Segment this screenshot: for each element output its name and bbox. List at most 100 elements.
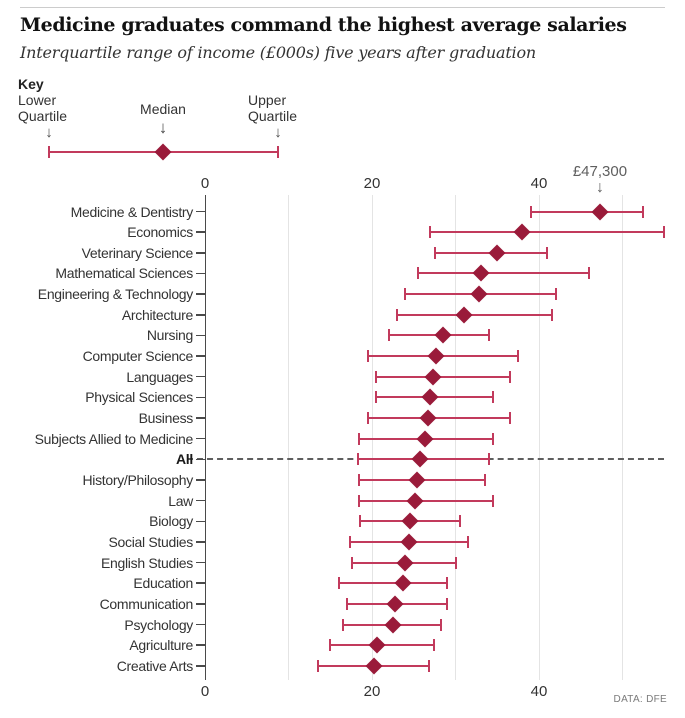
lower-quartile-cap bbox=[529, 205, 532, 218]
upper-quartile-cap bbox=[446, 597, 449, 610]
row-label: Architecture bbox=[121, 306, 193, 323]
upper-quartile-cap bbox=[487, 329, 490, 342]
row-axis-tick bbox=[196, 355, 205, 357]
row-axis-tick bbox=[196, 541, 205, 543]
key-lower-cap bbox=[48, 146, 50, 158]
row-axis-tick bbox=[196, 417, 205, 419]
row-axis-tick bbox=[196, 479, 205, 481]
key-heading: Key bbox=[18, 76, 44, 92]
upper-quartile-cap bbox=[483, 473, 486, 486]
upper-quartile-cap bbox=[517, 350, 520, 363]
upper-quartile-cap bbox=[642, 205, 645, 218]
upper-quartile-cap bbox=[588, 267, 591, 280]
row-axis-tick bbox=[196, 314, 205, 316]
x-gridline bbox=[371, 195, 373, 680]
lower-quartile-cap bbox=[404, 288, 407, 301]
down-arrow-icon: ↓ bbox=[158, 118, 168, 137]
row-label: Biology bbox=[149, 513, 193, 530]
lower-quartile-cap bbox=[329, 639, 332, 652]
median-diamond bbox=[406, 492, 424, 510]
x-axis-tick-label-top: 0 bbox=[200, 175, 210, 192]
upper-quartile-cap bbox=[492, 432, 495, 445]
top-rule bbox=[20, 7, 665, 8]
x-axis-tick-label-top: 40 bbox=[530, 175, 548, 192]
row-axis-tick bbox=[196, 644, 205, 646]
upper-quartile-cap bbox=[508, 412, 511, 424]
median-diamond bbox=[434, 326, 452, 344]
row-label: Mathematical Sciences bbox=[55, 265, 193, 282]
x-axis-tick-label-top: 20 bbox=[363, 175, 381, 192]
row-axis-tick bbox=[196, 231, 205, 233]
upper-quartile-cap bbox=[458, 515, 461, 528]
median-diamond bbox=[384, 616, 402, 633]
lower-quartile-cap bbox=[366, 412, 369, 424]
key-upper-cap bbox=[277, 146, 279, 158]
data-source: DATA: DFE bbox=[613, 694, 667, 705]
median-diamond bbox=[472, 264, 490, 282]
lower-quartile-cap bbox=[345, 597, 348, 610]
upper-quartile-cap bbox=[432, 639, 435, 652]
median-diamond bbox=[421, 388, 439, 406]
interquartile-whisker bbox=[367, 417, 510, 419]
median-diamond bbox=[411, 450, 429, 468]
upper-quartile-cap bbox=[440, 618, 443, 631]
key-upper-quartile-label: Upper Quartile bbox=[248, 92, 298, 124]
chart-subtitle: Interquartile range of income (£000s) fi… bbox=[20, 43, 537, 62]
row-axis-tick bbox=[196, 252, 205, 254]
x-gridline bbox=[455, 195, 456, 680]
row-label: History/Philosophy bbox=[82, 471, 193, 488]
lower-quartile-cap bbox=[375, 391, 378, 404]
annotation-value-label: £47,300 bbox=[572, 163, 628, 180]
x-axis-tick-label-bottom: 20 bbox=[363, 683, 381, 700]
lower-quartile-cap bbox=[358, 432, 361, 445]
row-axis-tick bbox=[196, 499, 205, 502]
median-diamond bbox=[408, 471, 426, 489]
upper-quartile-cap bbox=[492, 391, 495, 404]
upper-quartile-cap bbox=[454, 556, 457, 569]
row-label: Subjects Allied to Medicine bbox=[34, 430, 194, 447]
median-diamond bbox=[455, 306, 473, 324]
upper-quartile-cap bbox=[467, 535, 470, 548]
row-label: Engineering & Technology bbox=[37, 286, 194, 303]
lower-quartile-cap bbox=[396, 308, 399, 321]
row-label: Communication bbox=[99, 595, 194, 612]
x-axis-tick-label-bottom: 40 bbox=[530, 683, 548, 700]
row-label: Physical Sciences bbox=[85, 389, 193, 406]
row-axis-tick bbox=[196, 396, 205, 399]
lower-quartile-cap bbox=[349, 535, 352, 548]
x-axis-tick-label-bottom: 0 bbox=[200, 683, 210, 700]
x-gridline bbox=[622, 195, 623, 680]
upper-quartile-cap bbox=[550, 308, 553, 321]
row-label: Creative Arts bbox=[116, 657, 194, 674]
row-axis-tick bbox=[196, 665, 205, 667]
row-label: Social Studies bbox=[108, 533, 193, 550]
key-median-label: Median bbox=[140, 101, 186, 117]
row-axis-tick bbox=[196, 334, 205, 337]
row-label: Law bbox=[168, 492, 193, 509]
lower-quartile-cap bbox=[387, 329, 390, 342]
lower-quartile-cap bbox=[429, 226, 432, 239]
lower-quartile-cap bbox=[433, 246, 436, 259]
upper-quartile-cap bbox=[546, 246, 549, 259]
median-diamond bbox=[424, 368, 442, 386]
lower-quartile-cap bbox=[341, 618, 344, 631]
y-axis-line bbox=[205, 195, 206, 680]
lower-quartile-cap bbox=[359, 515, 362, 528]
interquartile-whisker bbox=[358, 499, 494, 502]
row-label: Languages bbox=[126, 368, 193, 385]
row-label: Computer Science bbox=[82, 348, 194, 365]
median-diamond bbox=[513, 223, 531, 241]
lower-quartile-cap bbox=[357, 494, 360, 507]
x-gridline bbox=[538, 195, 540, 680]
down-arrow-icon: ↓ bbox=[274, 124, 282, 141]
median-diamond bbox=[386, 595, 404, 613]
upper-quartile-cap bbox=[554, 288, 557, 301]
median-diamond bbox=[401, 512, 419, 530]
row-label: Business bbox=[138, 410, 194, 426]
row-axis-tick bbox=[196, 437, 205, 440]
lower-quartile-cap bbox=[316, 659, 319, 672]
row-axis-tick bbox=[196, 582, 205, 584]
row-axis-tick bbox=[196, 458, 205, 461]
row-label: All bbox=[176, 451, 193, 468]
